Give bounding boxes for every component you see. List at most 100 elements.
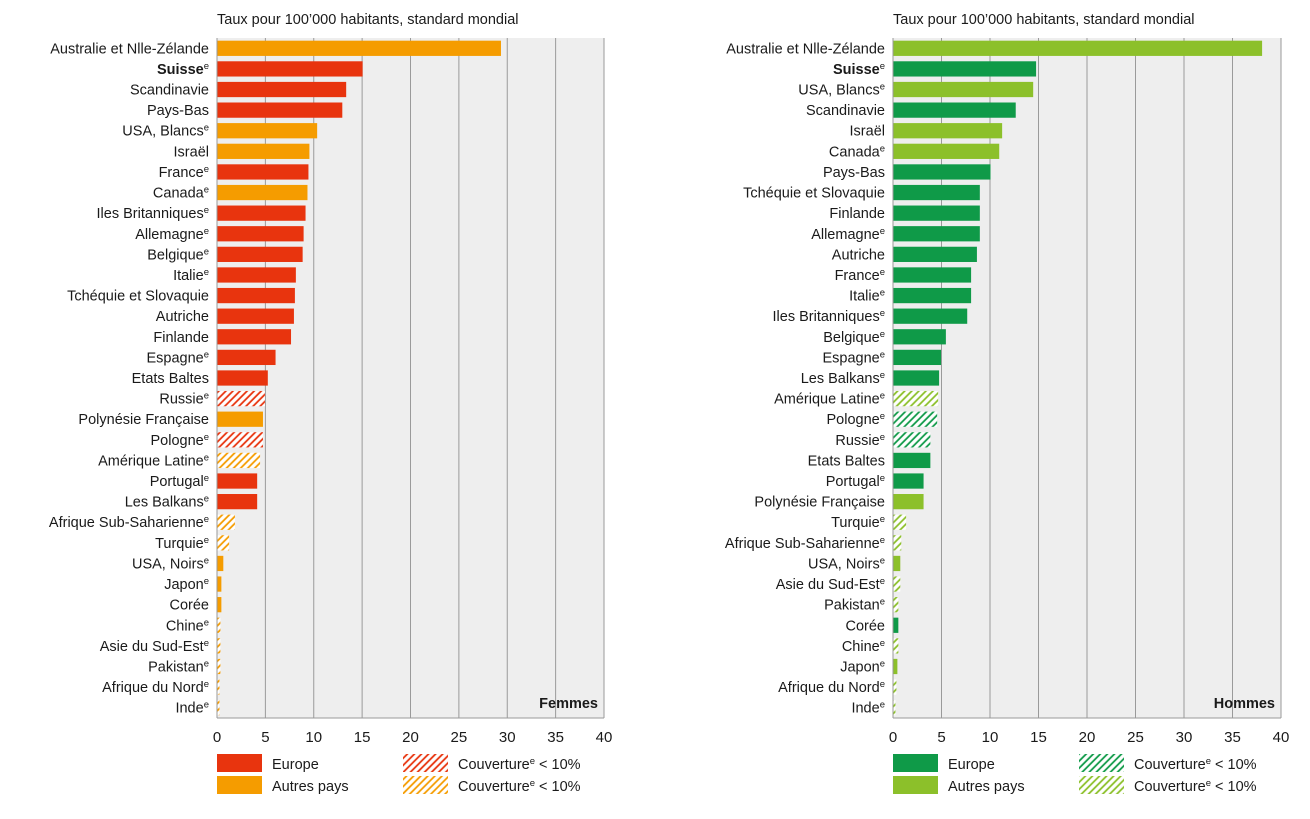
category-label-text: Scandinavie xyxy=(806,103,885,119)
category-label: Russiee xyxy=(835,432,885,449)
category-label: Corée xyxy=(846,618,886,634)
category-label: Finlande xyxy=(153,330,209,346)
category-label-sup: e xyxy=(204,432,209,443)
legend-swatch xyxy=(217,754,262,772)
category-label-sup: e xyxy=(880,432,885,443)
category-label: Autriche xyxy=(832,247,885,263)
category-label-text: Australie et Nlle-Zélande xyxy=(50,41,209,57)
legend-swatch xyxy=(217,776,262,794)
category-label: Pakistane xyxy=(824,597,885,614)
bar xyxy=(217,494,258,510)
category-label: Portugale xyxy=(826,473,885,490)
category-label-text: Tchéquie et Slovaquie xyxy=(67,289,209,305)
bar xyxy=(893,452,931,469)
category-label-text: Israël xyxy=(850,124,885,140)
bar xyxy=(217,226,304,242)
bar xyxy=(217,390,265,407)
category-label-text: Pakistan xyxy=(824,598,880,614)
category-label-text: USA, Blancs xyxy=(122,124,203,140)
chart-subtitle: Taux pour 100’000 habitants, standard mo… xyxy=(217,12,518,28)
category-label-text: Afrique du Nord xyxy=(778,680,880,696)
category-label: Japone xyxy=(840,658,885,675)
legend-label: Couverturee < 10% xyxy=(1134,756,1257,773)
legend-label: Couverturee < 10% xyxy=(1134,778,1257,795)
category-label-sup: e xyxy=(880,370,885,381)
category-label-text: Italie xyxy=(849,289,880,305)
legend-label-sup: e xyxy=(530,756,535,767)
bar xyxy=(893,61,1037,77)
x-tick-label: 10 xyxy=(982,729,999,746)
category-label-text: Pologne xyxy=(150,433,203,449)
legend-swatch xyxy=(1079,776,1124,794)
bar xyxy=(893,494,924,510)
category-label-text: Italie xyxy=(173,268,204,284)
bar xyxy=(893,308,968,324)
category-label-text: Canada xyxy=(829,144,881,160)
category-label: Etats Baltes xyxy=(132,371,209,387)
category-label: Afrique Sub-Sahariennee xyxy=(725,535,885,552)
bar xyxy=(217,267,296,283)
category-label: Italiee xyxy=(173,267,209,284)
bar xyxy=(893,164,991,180)
category-label: USA, Blancse xyxy=(798,82,885,99)
x-tick-label: 10 xyxy=(305,729,322,746)
bar xyxy=(893,473,924,489)
category-label: Etats Baltes xyxy=(808,453,885,469)
bar xyxy=(893,246,977,262)
category-label-sup: e xyxy=(880,658,885,669)
category-label: Allemagnee xyxy=(811,226,885,243)
category-label: USA, Blancse xyxy=(122,123,209,140)
bar xyxy=(893,370,940,386)
category-label: Finlande xyxy=(829,206,885,222)
legend-label-text: Europe xyxy=(272,757,319,773)
category-label-text: Russie xyxy=(159,392,203,408)
panel-hommes: 0 5 10 15 20 25 30 35 40 Taux pour 100’000 habita… xyxy=(725,12,1289,795)
category-label: Iles Britanniquese xyxy=(97,205,210,222)
category-label-sup: e xyxy=(880,288,885,299)
bar xyxy=(217,164,309,180)
category-label: Polynésie Française xyxy=(78,412,209,428)
category-label-text: Japon xyxy=(840,659,880,675)
bar xyxy=(217,123,318,139)
x-tick-label: 35 xyxy=(547,729,564,746)
category-label: Canadae xyxy=(153,185,209,202)
category-label-text: Amérique Latine xyxy=(774,392,880,408)
category-label: Israël xyxy=(850,124,885,140)
category-label: Polognee xyxy=(826,411,885,428)
bar xyxy=(893,40,1263,56)
category-label-text: Autriche xyxy=(156,309,209,325)
legend-label: Couverturee < 10% xyxy=(458,756,581,773)
category-label: Espagnee xyxy=(146,349,209,366)
category-label: Pays-Bas xyxy=(147,103,209,119)
category-label-sup: e xyxy=(204,576,209,587)
category-label-sup: e xyxy=(204,205,209,216)
bar xyxy=(893,411,938,427)
legend-swatch xyxy=(403,776,448,794)
bar xyxy=(217,40,501,56)
bar xyxy=(893,143,1000,159)
bar xyxy=(217,432,263,448)
category-label-sup: e xyxy=(204,535,209,546)
x-tick-label: 5 xyxy=(261,729,269,746)
legend-label-sup: e xyxy=(530,778,535,789)
bar xyxy=(893,287,972,304)
category-label-text: Pays-Bas xyxy=(823,165,885,181)
bar xyxy=(893,597,899,613)
bar xyxy=(217,370,268,386)
bar xyxy=(893,390,939,407)
category-label-text: Espagne xyxy=(822,350,879,366)
category-label-sup: e xyxy=(204,555,209,566)
category-label-text: Pakistan xyxy=(148,659,204,675)
bar xyxy=(217,349,276,366)
category-label: Afrique du Norde xyxy=(778,679,885,696)
category-label-sup: e xyxy=(204,349,209,360)
category-label-sup: e xyxy=(204,514,209,525)
category-label: USA, Noirse xyxy=(808,555,885,572)
category-label-sup: e xyxy=(204,164,209,175)
category-label-sup: e xyxy=(880,514,885,525)
legend-label-text: Couverture xyxy=(1134,757,1206,773)
category-label-text: Allemagne xyxy=(135,227,204,243)
bar xyxy=(217,535,230,551)
bar xyxy=(893,432,931,448)
category-label-sup: e xyxy=(880,638,885,649)
